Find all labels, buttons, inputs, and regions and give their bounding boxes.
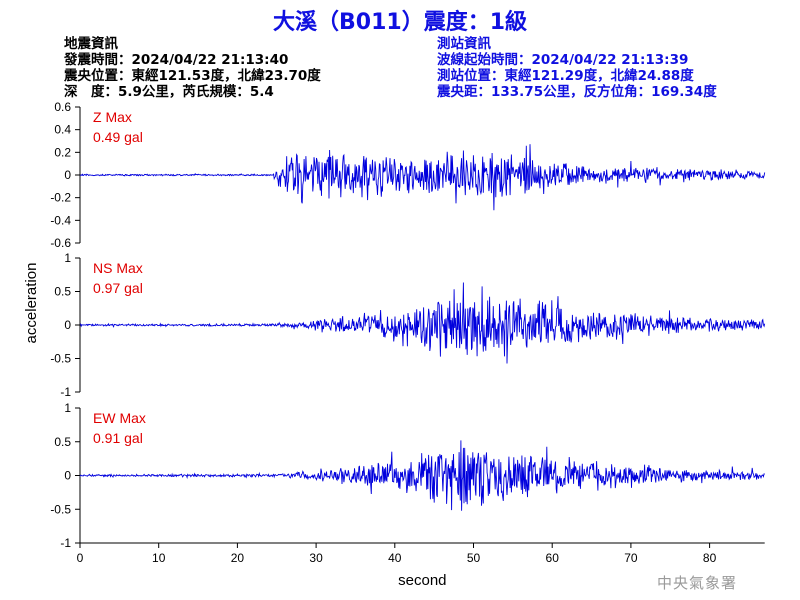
- y-tick-label-z: 0.6: [54, 100, 71, 114]
- trace-ew: [79, 440, 765, 511]
- max-value-z: 0.49 gal: [93, 129, 143, 145]
- y-axis-label: acceleration: [23, 263, 40, 344]
- y-tick-label-z: 0.2: [54, 145, 71, 159]
- x-tick-label: 70: [624, 551, 638, 565]
- max-value-ns: 0.97 gal: [93, 280, 143, 296]
- y-tick-label-ew: -0.5: [50, 502, 71, 516]
- trace-ns: [79, 282, 766, 364]
- panel-ew: 1 0.5 0 -0.5 -1 EW Max 0.91 gal: [50, 401, 765, 550]
- y-tick-label-ns: 0: [64, 318, 71, 332]
- y-tick-label-ns: -0.5: [50, 352, 71, 366]
- station-location: 測站位置：東經121.29度，北緯24.88度: [437, 68, 694, 84]
- page-title: 大溪（B011）震度：1級: [273, 10, 527, 35]
- y-tick-label-ew: 1: [64, 401, 71, 415]
- trace-z: [79, 144, 766, 211]
- depth-magnitude: 深 度：5.9公里，芮氏規模：5.4: [64, 84, 274, 100]
- y-tick-label-ew: 0: [64, 469, 71, 483]
- x-tick-label: 40: [388, 551, 402, 565]
- station-info-heading: 測站資訊: [437, 36, 491, 52]
- y-tick-label-z: 0: [64, 168, 71, 182]
- max-label-z: Z Max: [93, 109, 132, 125]
- agency-credit: 中央氣象署: [657, 574, 738, 592]
- panel-ns: 1 0.5 0 -0.5 -1 NS Max 0.97 gal: [50, 251, 766, 399]
- y-tick-label-z: 0.4: [54, 123, 71, 137]
- x-tick-label: 60: [546, 551, 560, 565]
- x-tick-label: 20: [231, 551, 245, 565]
- x-tick-label: 0: [77, 551, 84, 565]
- epicenter: 震央位置：東經121.53度，北緯23.70度: [64, 68, 321, 84]
- x-tick-label: 30: [309, 551, 323, 565]
- max-label-ew: EW Max: [93, 410, 146, 426]
- y-tick-label-z: -0.4: [50, 213, 71, 227]
- y-tick-label-ns: -1: [60, 385, 71, 399]
- origin-time: 發震時間：2024/04/22 21:13:40: [64, 52, 289, 68]
- x-axis-label: second: [398, 572, 446, 589]
- x-tick-label: 50: [467, 551, 481, 565]
- max-label-ns: NS Max: [93, 260, 143, 276]
- x-tick-label: 10: [152, 551, 166, 565]
- epicentral-distance: 震央距：133.75公里，反方位角：169.34度: [437, 84, 717, 100]
- y-tick-label-ew: 0.5: [54, 435, 71, 449]
- earthquake-info-heading: 地震資訊: [64, 36, 118, 52]
- earthquake-info: 地震資訊 發震時間：2024/04/22 21:13:40 震央位置：東經121…: [64, 36, 321, 100]
- x-tick-label: 80: [703, 551, 717, 565]
- y-tick-label-ew: -1: [60, 536, 71, 550]
- y-tick-label-ns: 0.5: [54, 285, 71, 299]
- station-info: 測站資訊 波線起始時間：2024/04/22 21:13:39 測站位置：東經1…: [437, 36, 717, 100]
- max-value-ew: 0.91 gal: [93, 430, 143, 446]
- panel-z: 0.6 0.4 0.2 0 -0.2 -0.4 -0.6 Z Max 0.49 gal: [50, 100, 766, 250]
- y-tick-label-z: -0.2: [50, 191, 71, 205]
- y-tick-label-z: -0.6: [50, 236, 71, 250]
- y-tick-label-ns: 1: [64, 251, 71, 265]
- wave-start-time: 波線起始時間：2024/04/22 21:13:39: [437, 52, 689, 68]
